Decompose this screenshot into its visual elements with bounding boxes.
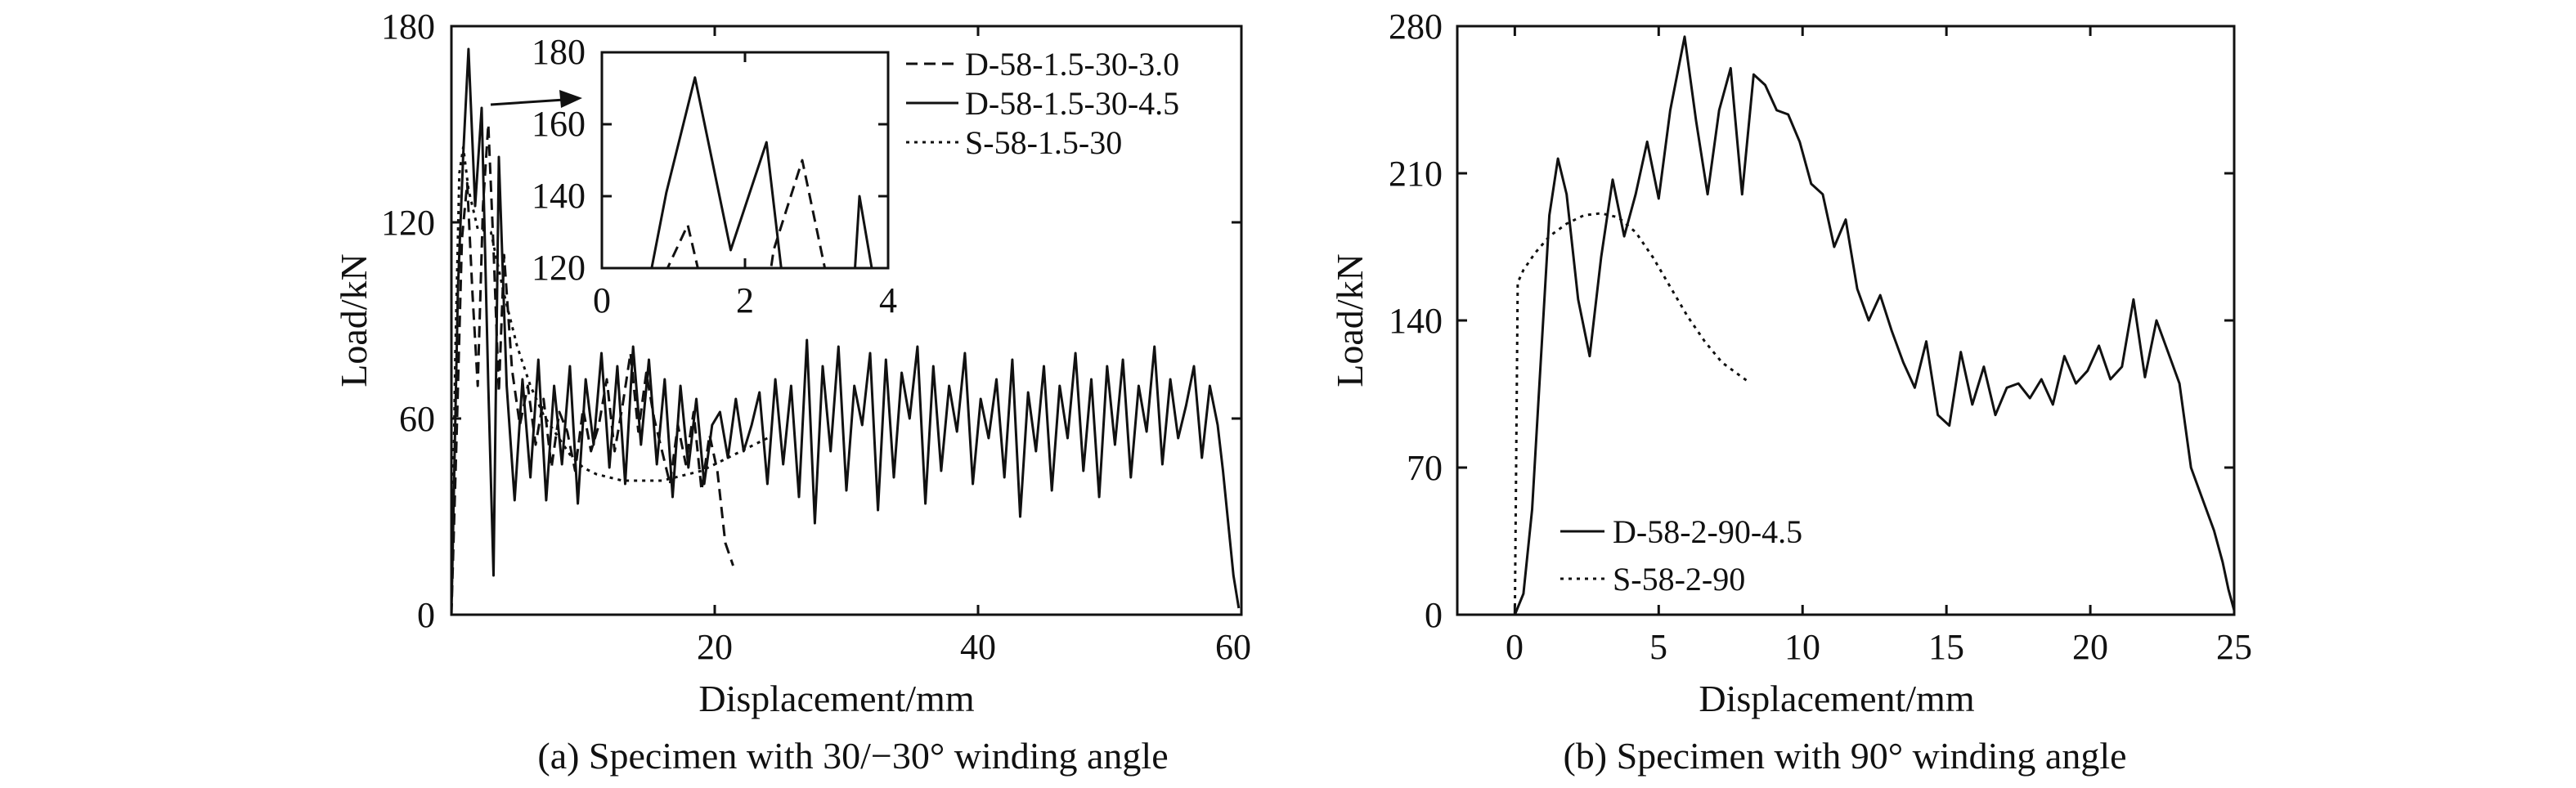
- inset-a-frame: [600, 51, 890, 270]
- plot-b-caption: (b) Specimen with 90° winding angle: [1563, 735, 2126, 777]
- plot-b-xtick-20: 20: [2072, 627, 2108, 667]
- plot-b-xtick-5: 5: [1649, 627, 1667, 667]
- plot-a-xtick-20: 20: [697, 627, 733, 667]
- inset-a: 120 140 160 180 0 2 4: [532, 32, 897, 320]
- plot-a-series: [451, 47, 1241, 615]
- inset-a-ytick-180: 180: [532, 32, 586, 72]
- plot-a-frame: [450, 25, 1243, 616]
- plot-b-xlabel: Displacement/mm: [1699, 678, 1974, 719]
- inset-a-ytick-160: 160: [532, 104, 586, 144]
- inset-a-xtick-2: 2: [736, 280, 754, 320]
- plot-b-ytick-0: 0: [1425, 595, 1443, 635]
- plot-a-xtick-40: 40: [960, 627, 996, 667]
- plot-a-ytick-120: 120: [381, 203, 435, 243]
- plot-b-xtick-10: 10: [1784, 627, 1820, 667]
- plot-a-xtick-60: 60: [1215, 627, 1251, 667]
- inset-a-ytick-120: 120: [532, 248, 586, 288]
- inset-a-xtick-4: 4: [879, 280, 897, 320]
- plot-a-ylabel: Load/kN: [333, 253, 375, 387]
- inset-a-ytick-140: 140: [532, 176, 586, 216]
- plot-a-ytick-60: 60: [399, 399, 435, 439]
- plot-a-caption: (a) Specimen with 30/−30° winding angle: [537, 735, 1168, 777]
- inset-a-series-1-line: [650, 76, 873, 268]
- plot-a-ytick-0: 0: [417, 595, 435, 635]
- inset-a-series: [650, 76, 873, 268]
- inset-a-xtick-0: 0: [593, 280, 611, 320]
- legend-a-label-2: S-58-1.5-30: [965, 124, 1122, 161]
- inset-a-series-0-line: [666, 159, 827, 268]
- panel-a: 0 60 120 180 20 40 60 Load/kN Displaceme…: [333, 7, 1251, 777]
- plot-a-ytick-180: 180: [381, 7, 435, 47]
- plot-a-series-1-line: [451, 47, 1241, 615]
- plot-b-series-1-line: [1513, 212, 1749, 615]
- legend-b-label-1: S-58-2-90: [1613, 561, 1745, 598]
- plot-a-series-2-line: [451, 146, 769, 615]
- plot-a-ticks: [451, 25, 1243, 616]
- plot-a-xlabel: Displacement/mm: [698, 678, 974, 719]
- plot-b-ytick-140: 140: [1389, 301, 1443, 341]
- legend-a-label-0: D-58-1.5-30-3.0: [965, 46, 1179, 83]
- plot-b-frame: [1456, 25, 2236, 616]
- plot-b-xtick-0: 0: [1506, 627, 1524, 667]
- plot-b-ytick-210: 210: [1389, 154, 1443, 194]
- plot-b-xtick-25: 25: [2216, 627, 2252, 667]
- plot-b-series: [1513, 35, 2234, 615]
- plot-a-legend: D-58-1.5-30-3.0 D-58-1.5-30-4.5 S-58-1.5…: [906, 46, 1179, 161]
- plot-b-ticks: [1457, 25, 2236, 616]
- plot-b-ylabel: Load/kN: [1329, 253, 1371, 387]
- plot-b-series-0-line: [1514, 35, 2234, 615]
- legend-b-label-0: D-58-2-90-4.5: [1613, 513, 1802, 550]
- plot-b-ytick-280: 280: [1389, 7, 1443, 47]
- plot-a-series-0-line: [451, 123, 734, 615]
- inset-pointer-arrow: [490, 90, 582, 108]
- inset-a-ticks: [600, 51, 890, 270]
- panel-b: 0 70 140 210 280 0 5 10 15 20 25 Load/kN…: [1329, 7, 2252, 777]
- plot-b-ytick-70: 70: [1407, 448, 1443, 488]
- plot-b-xtick-15: 15: [1928, 627, 1964, 667]
- legend-a-label-1: D-58-1.5-30-4.5: [965, 85, 1179, 122]
- plot-b-legend: D-58-2-90-4.5 S-58-2-90: [1560, 513, 1802, 598]
